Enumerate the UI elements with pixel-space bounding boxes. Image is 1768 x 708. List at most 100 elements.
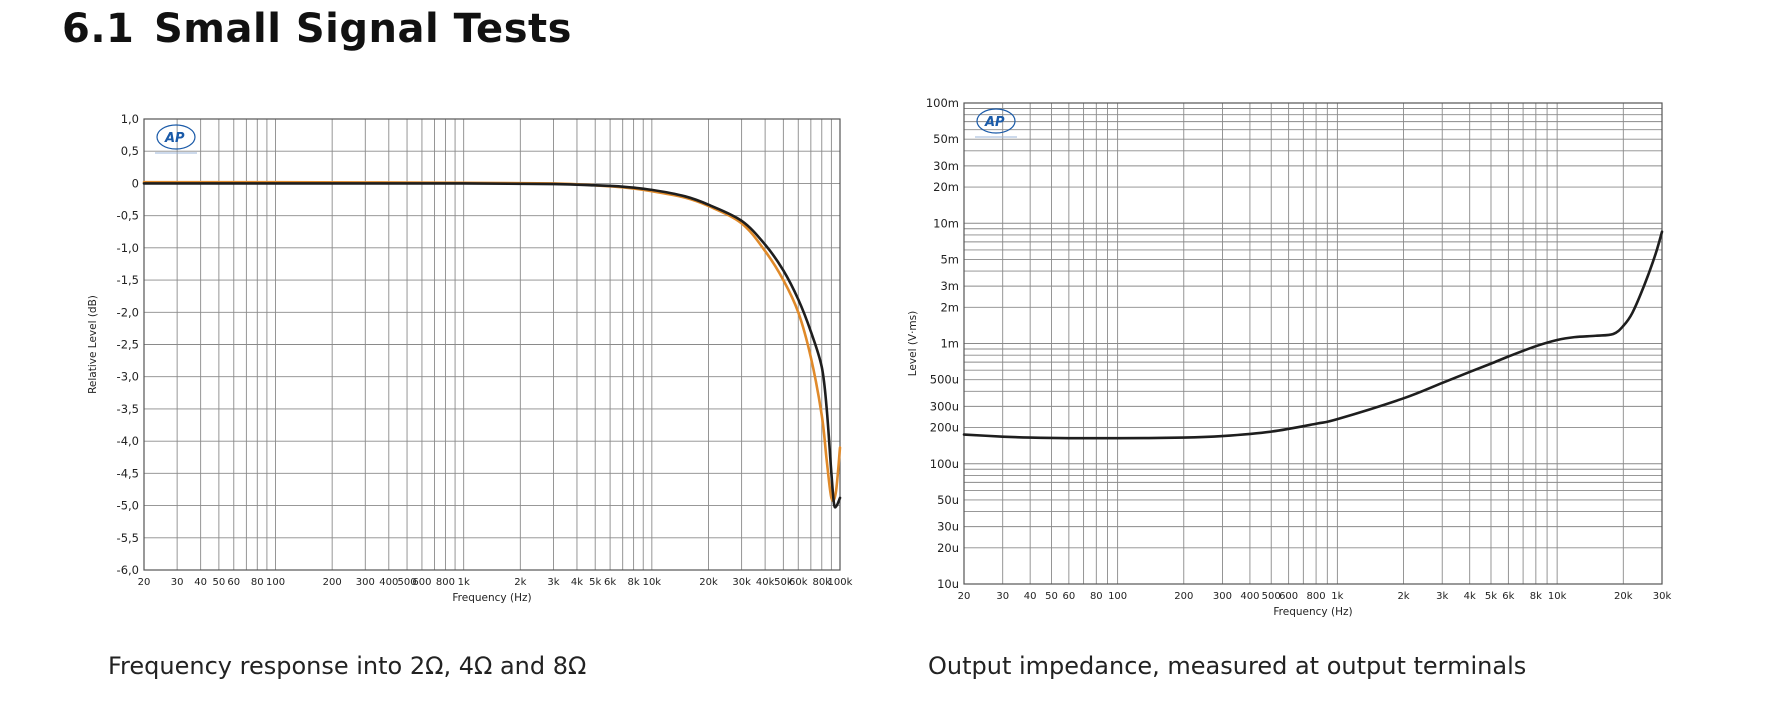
oi-x-axis-label: Frequency (Hz) [1273,606,1352,618]
fr-y-axis-label: Relative Level (dB) [87,295,99,394]
oi-x-tick-label: 600 [1279,591,1298,602]
fr-x-tick-label: 60 [227,577,240,588]
fr-x-tick-label: 80k [813,577,832,588]
fr-y-tick-label: 0,5 [121,144,139,158]
oi-x-tick-label: 3k [1436,591,1448,602]
fr-x-tick-label: 30k [732,577,751,588]
fr-x-tick-label: 20k [699,577,718,588]
oi-x-tick-label: 100 [1108,591,1127,602]
fr-x-tick-label: 300 [356,577,375,588]
fr-y-tick-label: -5,0 [117,499,139,513]
oi-x-tick-label: 2k [1397,591,1409,602]
oi-x-tick-label: 5k [1485,591,1497,602]
oi-series-line-0 [962,230,1664,440]
oi-y-tick-label: 2m [940,300,959,314]
fr-x-tick-label: 600 [412,577,431,588]
fr-x-tick-label: 80 [251,577,264,588]
oi-y-tick-label: 500u [930,373,959,387]
fr-x-tick-label: 2k [514,577,526,588]
oi-x-tick-label: 40 [1024,591,1037,602]
fr-logo-text: AP [164,131,185,146]
oi-plot-frame [963,102,1663,585]
fr-x-tick-label: 500 [397,577,416,588]
fr-y-tick-label: -0,5 [117,209,139,223]
oi-x-tick-label: 8k [1530,591,1542,602]
fr-x-tick-label: 6k [604,577,616,588]
fr-x-tick-label: 800 [436,577,455,588]
fr-y-tick-label: 1,0 [121,112,139,126]
fr-x-tick-label: 50k [774,577,793,588]
fr-y-tick-label: -3,0 [117,370,139,384]
fr-x-tick-label: 5k [589,577,601,588]
oi-y-tick-label: 10u [937,577,959,591]
output-impedance-caption: Output impedance, measured at output ter… [928,652,1527,680]
oi-x-tick-label: 30k [1653,591,1672,602]
oi-y-tick-label: 50m [933,132,959,146]
oi-y-tick-label: 20m [933,180,959,194]
oi-x-tick-label: 300 [1213,591,1232,602]
fr-x-axis-label: Frequency (Hz) [452,592,531,604]
fr-x-tick-label: 40 [194,577,207,588]
fr-x-tick-label: 60k [789,577,808,588]
oi-y-tick-label: 30m [933,159,959,173]
fr-x-tick-label: 50 [213,577,226,588]
oi-x-tick-label: 800 [1307,591,1326,602]
fr-x-tick-label: 3k [547,577,559,588]
oi-x-tick-label: 10k [1548,591,1567,602]
fr-x-tick-label: 100 [266,577,285,588]
fr-x-tick-label: 40k [756,577,775,588]
oi-y-tick-label: 100u [930,457,959,471]
frequency-response-caption: Frequency response into 2Ω, 4Ω and 8Ω [108,652,587,680]
oi-y-tick-label: 3m [940,279,959,293]
oi-y-tick-label: 100m [926,96,959,110]
oi-x-tick-label: 6k [1502,591,1514,602]
fr-y-tick-label: -4,0 [117,434,139,448]
oi-x-tick-label: 30 [996,591,1009,602]
oi-y-tick-label: 5m [940,252,959,266]
oi-x-tick-label: 50 [1045,591,1058,602]
fr-y-tick-label: -4,5 [117,466,139,480]
section-title: 6.1 Small Signal Tests [62,6,572,52]
fr-y-tick-label: -5,5 [117,531,139,545]
fr-x-tick-label: 10k [643,577,662,588]
section-number: 6.1 [62,6,135,52]
oi-x-tick-label: 60 [1062,591,1075,602]
fr-y-tick-label: -1,5 [117,273,139,287]
oi-y-tick-label: 50u [937,493,959,507]
fr-x-tick-label: 1k [458,577,470,588]
fr-series-line-1 [142,182,842,509]
oi-x-tick-label: 20 [958,591,971,602]
oi-x-tick-label: 400 [1240,591,1259,602]
fr-y-tick-label: 0 [132,176,139,190]
fr-plot-frame [143,118,841,571]
fr-series-line-0 [142,180,842,503]
oi-x-tick-label: 4k [1464,591,1476,602]
oi-x-tick-label: 500 [1262,591,1281,602]
oi-y-tick-label: 30u [937,520,959,534]
fr-y-tick-label: -3,5 [117,402,139,416]
fr-x-tick-label: 4k [571,577,583,588]
fr-y-tick-label: -2,0 [117,305,139,319]
oi-y-axis-label: Level (V·ms) [907,311,919,376]
fr-y-tick-label: -1,0 [117,241,139,255]
fr-logo-ring [156,124,196,150]
oi-y-tick-label: 1m [940,337,959,351]
fr-x-tick-label: 20 [138,577,151,588]
fr-x-tick-label: 30 [171,577,184,588]
oi-logo-text: AP [984,115,1005,130]
oi-y-tick-label: 200u [930,421,959,435]
section-title-text: Small Signal Tests [154,6,572,52]
oi-x-tick-label: 80 [1090,591,1103,602]
oi-x-tick-label: 20k [1614,591,1633,602]
oi-y-tick-label: 20u [937,541,959,555]
fr-x-tick-label: 200 [323,577,342,588]
fr-x-tick-label: 400 [379,577,398,588]
fr-y-tick-label: -2,5 [117,338,139,352]
oi-logo-ring [976,108,1016,134]
oi-y-tick-label: 300u [930,399,959,413]
oi-y-tick-label: 10m [933,216,959,230]
oi-x-tick-label: 1k [1331,591,1343,602]
oi-x-tick-label: 200 [1174,591,1193,602]
fr-x-tick-label: 8k [628,577,640,588]
